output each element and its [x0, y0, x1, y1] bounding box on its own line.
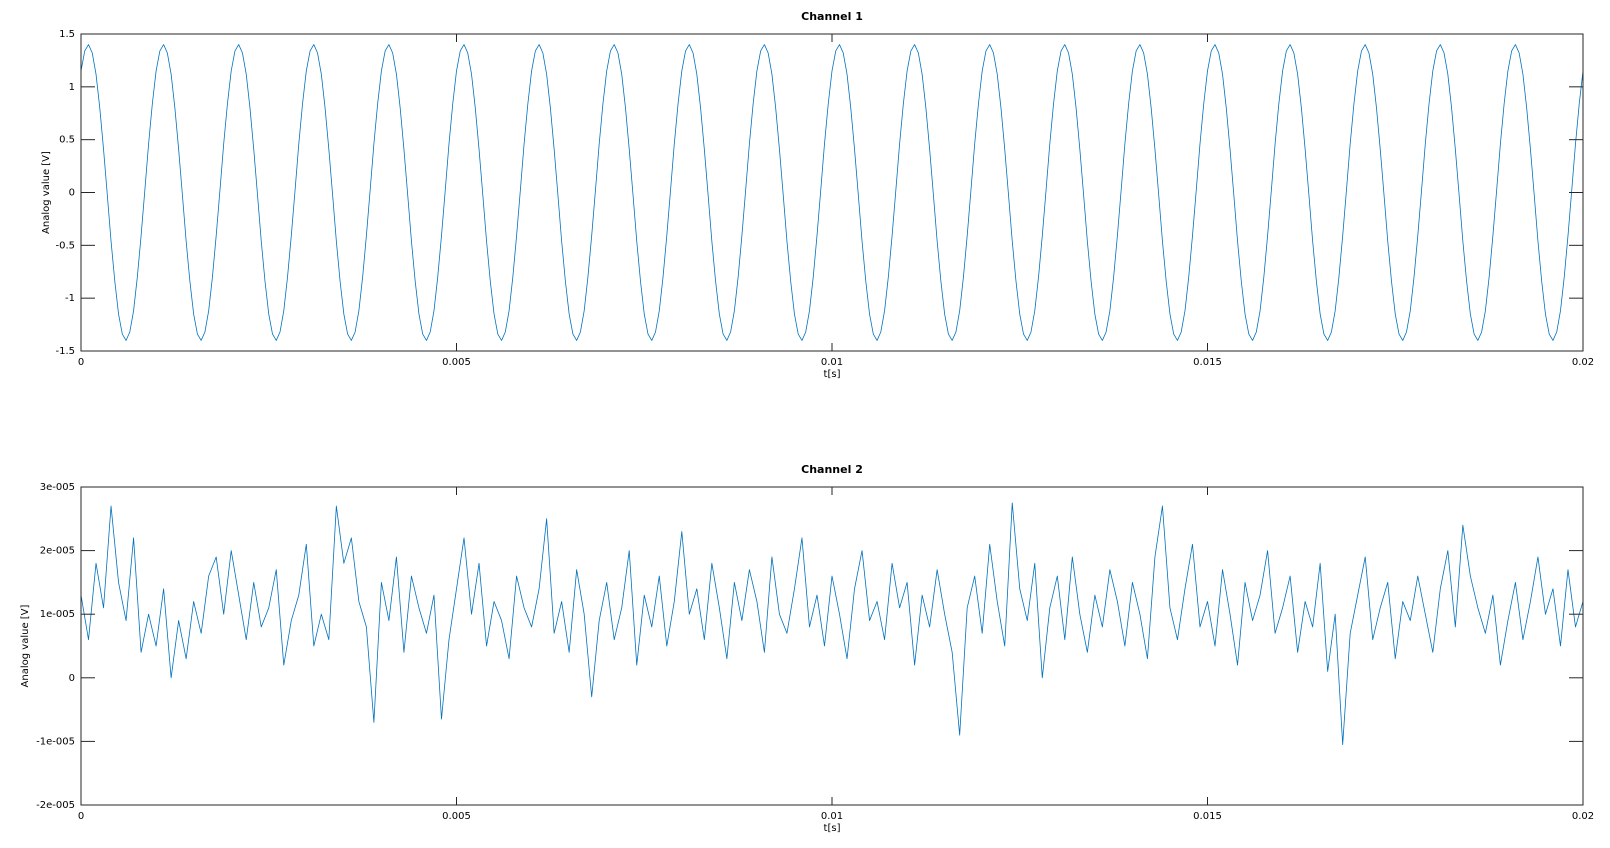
x-tick-label: 0.015 — [1193, 811, 1222, 822]
y-tick-label: 2e-005 — [40, 546, 75, 557]
x-tick-label: 0 — [78, 357, 84, 368]
y-axis-label: Analog value [V] — [41, 151, 52, 234]
chart-title: Channel 2 — [801, 463, 863, 476]
y-tick-label: -1e-005 — [36, 736, 75, 747]
x-tick-label: 0.01 — [821, 357, 843, 368]
y-tick-label: 3e-005 — [40, 482, 75, 493]
x-tick-label: 0.005 — [442, 357, 471, 368]
y-tick-label: 1.5 — [59, 29, 75, 40]
plot-area — [81, 34, 1583, 351]
x-tick-label: 0.02 — [1572, 811, 1594, 822]
x-axis-label: t[s] — [824, 369, 841, 380]
signal-line — [80, 502, 1584, 745]
x-tick-label: 0 — [78, 811, 84, 822]
y-tick-label: 1 — [69, 82, 75, 93]
y-axis-label: Analog value [V] — [20, 604, 31, 687]
x-tick-label: 0.01 — [821, 811, 843, 822]
y-tick-label: 0 — [69, 673, 75, 684]
y-tick-label: 0 — [69, 188, 75, 199]
x-axis-label: t[s] — [824, 823, 841, 834]
chart-title: Channel 1 — [801, 10, 863, 23]
signal-line — [80, 44, 1584, 341]
plot-area — [81, 487, 1583, 805]
y-tick-label: 1e-005 — [40, 609, 75, 620]
y-tick-label: -0.5 — [55, 240, 75, 251]
x-tick-label: 0.005 — [442, 811, 471, 822]
x-tick-label: 0.015 — [1193, 357, 1222, 368]
y-tick-label: -2e-005 — [36, 800, 75, 811]
y-tick-label: -1.5 — [55, 346, 75, 357]
y-tick-label: -1 — [65, 293, 75, 304]
y-tick-label: 0.5 — [59, 135, 75, 146]
x-tick-label: 0.02 — [1572, 357, 1594, 368]
